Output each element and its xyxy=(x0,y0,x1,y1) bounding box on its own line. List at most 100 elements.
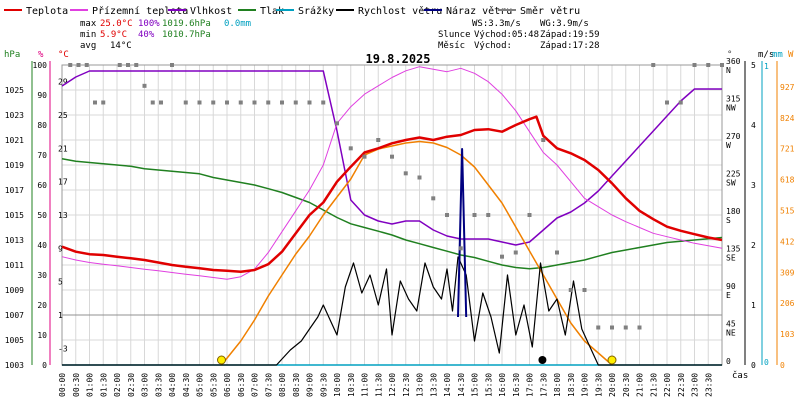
time-tick-label: 04:00 xyxy=(168,373,177,397)
direction-compass-label: N xyxy=(726,66,731,75)
info-moonrise: Východ: xyxy=(474,41,512,51)
time-tick-label: 12:30 xyxy=(402,373,411,397)
unit-ms: m/s xyxy=(758,50,774,60)
info-sun-label: Slunce xyxy=(438,30,471,40)
info-moon-label: Měsíc xyxy=(438,41,465,51)
wind-direction-point xyxy=(93,100,97,105)
wind-direction-point xyxy=(623,325,628,330)
time-tick-label: 20:00 xyxy=(608,373,617,397)
pressure-tick-label: 1015 xyxy=(5,211,24,220)
stats-avg-temp: 14°C xyxy=(110,41,132,51)
direction-compass-label: SE xyxy=(726,254,736,263)
humidity-tick-label: 50 xyxy=(37,211,47,220)
legend-label-humidity: Vlhkost xyxy=(190,6,232,17)
time-tick-label: 21:00 xyxy=(636,373,645,397)
wind-direction-point xyxy=(486,213,491,217)
wind-direction-point xyxy=(362,154,367,159)
grid xyxy=(61,64,723,366)
direction-tick-label: 90 xyxy=(726,282,736,291)
wind-direction-point xyxy=(472,213,477,217)
temperature-tick-label: 29 xyxy=(58,78,68,87)
wind-direction-point xyxy=(500,254,504,259)
temperature-tick-label: 9 xyxy=(58,244,63,253)
wind-direction-point xyxy=(596,325,601,330)
humidity-tick-label: 80 xyxy=(37,121,47,130)
wind-direction-point xyxy=(197,100,202,105)
info-block: WS:3.3m/s WG:3.9m/s Slunce Východ:05:48 … xyxy=(438,19,600,51)
wind-direction-point xyxy=(321,100,326,105)
series-line-n-raz-v-tru xyxy=(457,148,468,318)
time-tick-label: 17:00 xyxy=(526,373,535,397)
time-tick-label: 20:30 xyxy=(622,373,631,397)
wind-direction-point xyxy=(720,63,724,67)
solar-tick-label: 412 xyxy=(780,237,795,246)
rain-tick-label: 1 xyxy=(764,62,769,71)
time-tick-label: 15:30 xyxy=(484,373,493,397)
humidity-tick-label: 10 xyxy=(37,331,47,340)
legend-label-pressure: Tlak xyxy=(260,6,284,17)
temperature-tick-label: 1 xyxy=(58,311,63,320)
legend-label-wind-speed: Rychlost větru xyxy=(358,5,442,17)
time-tick-label: 11:30 xyxy=(374,373,383,397)
solar-tick-label: 721 xyxy=(780,145,795,154)
time-tick-label: 03:30 xyxy=(154,373,163,397)
temperature-tick-label: 13 xyxy=(58,211,68,220)
solar-tick-label: 515 xyxy=(780,207,795,216)
time-tick-label: 21:30 xyxy=(649,373,658,397)
time-tick-label: 05:00 xyxy=(196,373,205,397)
pressure-tick-label: 1019 xyxy=(5,161,24,170)
series-line-tlak xyxy=(61,158,723,270)
wind-direction-point xyxy=(307,100,312,105)
pressure-tick-label: 1017 xyxy=(5,186,24,195)
info-wind-gust: WG:3.9m/s xyxy=(540,19,589,29)
series-line-p-zemn-teplota xyxy=(61,66,723,280)
direction-compass-label: NE xyxy=(726,329,736,338)
wind-direction-point xyxy=(134,63,139,67)
wind-direction-point xyxy=(183,100,188,105)
direction-compass-label: SW xyxy=(726,179,736,188)
direction-tick-label: 360 xyxy=(726,57,741,66)
series-line-vlhkost xyxy=(61,70,722,246)
time-tick-label: 18:00 xyxy=(553,373,562,397)
legend-label-ground-temp: Přízemní teplota xyxy=(92,5,188,17)
direction-tick-label: 225 xyxy=(726,170,741,179)
direction-compass-label: E xyxy=(726,291,731,300)
wind-direction-point xyxy=(445,213,449,217)
series-line-teplota xyxy=(61,115,723,273)
direction-tick-label: 0 xyxy=(726,357,731,366)
pressure-tick-label: 1005 xyxy=(5,336,24,345)
humidity-tick-label: 60 xyxy=(37,181,47,190)
wind-direction-point xyxy=(610,325,614,330)
stats-max-hum: 100% xyxy=(138,19,160,29)
time-tick-label: 13:00 xyxy=(416,373,425,397)
humidity-tick-label: 40 xyxy=(37,241,47,250)
time-tick-label: 22:30 xyxy=(677,373,686,397)
direction-tick-label: 135 xyxy=(726,245,741,254)
time-tick-label: 19:30 xyxy=(594,373,603,397)
time-tick-label: 17:30 xyxy=(539,373,548,397)
wind-direction-point xyxy=(76,63,81,67)
wind-direction-point xyxy=(692,63,697,67)
info-wind-speed: WS:3.3m/s xyxy=(472,19,521,29)
solar-tick-label: 309 xyxy=(780,268,795,277)
time-tick-label: 08:30 xyxy=(292,373,301,397)
wind-tick-label: 2 xyxy=(751,241,756,250)
stats-min-label: min xyxy=(80,30,96,40)
series xyxy=(61,63,724,366)
sunset-marker xyxy=(607,355,617,365)
chart-title: 19.8.2025 xyxy=(365,52,430,66)
solar-tick-label: 927 xyxy=(780,83,795,92)
direction-tick-label: 315 xyxy=(726,95,741,104)
time-tick-label: 13:30 xyxy=(429,373,438,397)
time-tick-label: 09:00 xyxy=(306,373,315,397)
wind-tick-label: 3 xyxy=(751,181,756,190)
legend-label-temp: Teplota xyxy=(26,6,68,17)
wind-direction-point xyxy=(159,100,163,105)
time-tick-label: 00:30 xyxy=(72,373,81,397)
wind-direction-point xyxy=(651,63,656,67)
wind-tick-label: 1 xyxy=(751,301,756,310)
wind-direction-point xyxy=(211,100,216,105)
time-tick-label: 11:00 xyxy=(361,373,370,397)
moonset-marker xyxy=(538,356,547,364)
